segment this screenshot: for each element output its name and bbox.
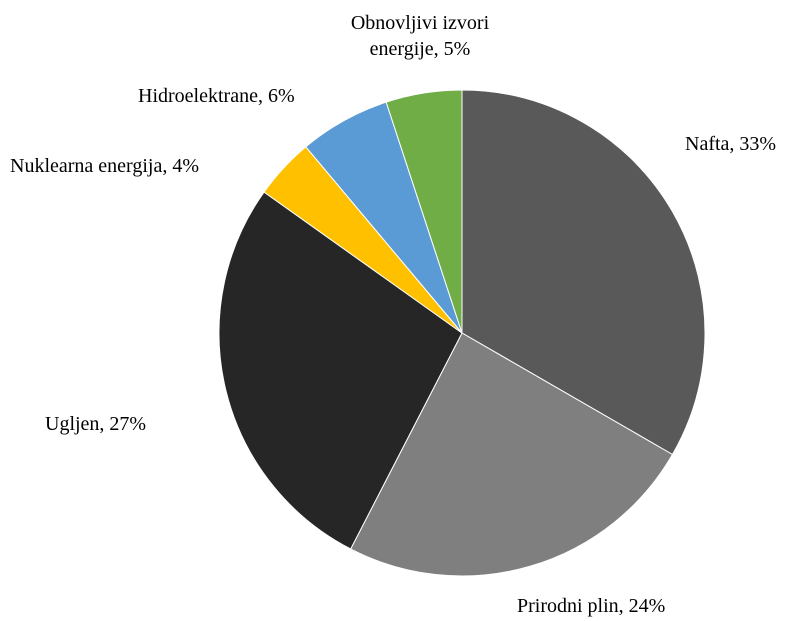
pie-slice <box>218 191 463 550</box>
slice-label: Hidroelektrane, 6% <box>138 85 295 107</box>
slice-label: Prirodni plin, 24% <box>517 595 666 617</box>
pie-slice <box>385 89 463 334</box>
pie-slice <box>461 89 706 456</box>
slice-label: Nuklearna energija, 4% <box>10 155 199 177</box>
slice-label: Obnovljivi izvori energije, 5% <box>350 12 490 60</box>
slice-label: Ugljen, 27% <box>45 413 147 435</box>
slice-label: Nafta, 33% <box>685 133 777 155</box>
